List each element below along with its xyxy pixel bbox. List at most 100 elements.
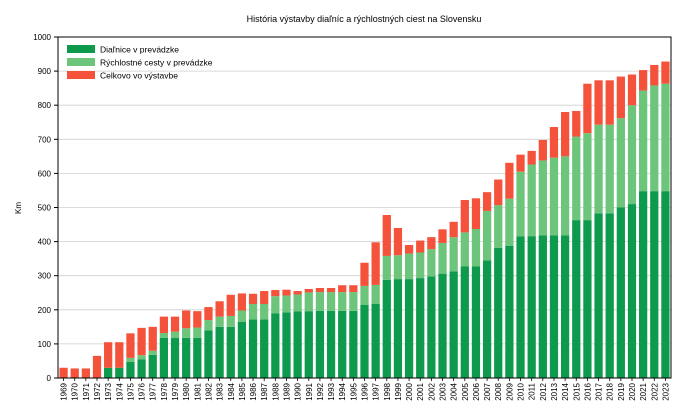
x-tick-label: 2014 — [561, 382, 570, 400]
bar-segment-series-0 — [271, 313, 280, 378]
bar-segment-series-2 — [126, 333, 135, 358]
bar-segment-series-1 — [326, 292, 336, 311]
legend-label-series-1: Rýchlostné cesty v prevádzke — [100, 58, 213, 68]
bar-segment-series-0 — [248, 319, 258, 378]
bar-segment-series-0 — [549, 235, 559, 378]
bar-segment-series-1 — [271, 296, 280, 314]
x-tick-label: 1992 — [316, 382, 325, 400]
bar-segment-series-1 — [460, 232, 469, 267]
bar-segment-series-1 — [404, 253, 414, 280]
x-tick-label: 1985 — [238, 382, 247, 400]
bar-segment-series-2 — [115, 342, 124, 368]
bar-segment-series-2 — [70, 368, 79, 378]
x-tick-label: 2017 — [595, 382, 604, 400]
bar-segment-series-2 — [616, 76, 625, 119]
bar-segment-series-1 — [360, 285, 369, 305]
bar-segment-series-0 — [594, 213, 603, 378]
x-tick-label: 2003 — [439, 382, 448, 400]
x-tick-label: 1979 — [171, 382, 180, 400]
x-tick-label: 2012 — [539, 382, 548, 400]
bar-segment-series-2 — [326, 287, 336, 293]
y-axis-label: Km — [14, 202, 23, 214]
y-tick-label: 200 — [38, 306, 52, 315]
legend: Diaľnice v prevádzke Rýchlostné cesty v p… — [67, 45, 213, 81]
bar-segment-series-2 — [661, 61, 670, 84]
bar-segment-series-1 — [260, 304, 269, 320]
bar-segment-series-0 — [104, 367, 113, 378]
bar-segment-series-1 — [494, 205, 503, 248]
bar-segment-series-2 — [560, 112, 570, 157]
bar-segment-series-1 — [661, 83, 670, 192]
bar-segment-series-2 — [248, 293, 258, 305]
bar-segment-series-2 — [59, 367, 68, 378]
bar-segment-series-0 — [416, 278, 425, 378]
x-tick-label: 2000 — [405, 382, 414, 400]
bar-segment-series-0 — [471, 266, 481, 378]
bar-segment-series-0 — [182, 337, 191, 378]
plot-frame — [57, 36, 672, 379]
bar-segment-series-0 — [438, 273, 447, 378]
x-tick-label: 1971 — [82, 382, 91, 400]
bar-segment-series-0 — [204, 330, 213, 378]
bar-segment-series-0 — [371, 303, 380, 378]
bar-segment-series-2 — [639, 70, 648, 91]
bar-segment-series-0 — [639, 191, 648, 378]
bar-segment-series-2 — [271, 290, 280, 297]
bar-segment-series-2 — [572, 110, 581, 137]
bar-segment-series-2 — [505, 162, 514, 199]
bar-segment-series-1 — [293, 294, 302, 312]
bar-segment-series-1 — [137, 355, 146, 360]
y-tick-label: 0 — [47, 374, 52, 383]
x-tick-label: 1982 — [204, 382, 213, 400]
x-tick-label: 2019 — [617, 382, 626, 400]
bar-segment-series-2 — [137, 327, 146, 356]
x-tick-label: 2005 — [461, 382, 470, 400]
bar-segment-series-1 — [148, 350, 157, 355]
bar-segment-series-1 — [226, 315, 235, 327]
x-tick-label: 2018 — [606, 382, 615, 400]
bar-segment-series-2 — [260, 291, 269, 305]
x-tick-label: 2004 — [450, 382, 459, 400]
bar-segment-series-1 — [204, 320, 213, 331]
bar-segment-series-0 — [115, 367, 124, 378]
x-tick-label: 1973 — [104, 382, 113, 400]
x-tick-label: 1975 — [126, 382, 135, 400]
x-tick-label: 2006 — [472, 382, 481, 400]
bar-segment-series-2 — [182, 310, 191, 329]
bar-segment-series-2 — [627, 74, 637, 106]
x-tick-label: 1987 — [260, 382, 269, 400]
y-tick-label: 600 — [38, 169, 52, 178]
bar-segment-series-1 — [393, 255, 403, 280]
x-tick-label: 2007 — [483, 382, 492, 400]
x-tick-label: 1980 — [182, 382, 191, 400]
bar-segment-series-2 — [315, 287, 325, 293]
x-tick-label: 1999 — [394, 382, 403, 400]
bar-segment-series-0 — [393, 279, 403, 378]
bar-segment-series-1 — [538, 160, 547, 236]
bar-segment-series-0 — [482, 260, 492, 378]
bar-segment-series-1 — [193, 327, 202, 338]
bar-segment-series-0 — [226, 326, 235, 378]
x-tick-label: 1984 — [227, 382, 236, 400]
bar-segment-series-0 — [237, 321, 247, 378]
bar-segment-series-2 — [404, 245, 414, 254]
bar-segment-series-2 — [449, 221, 458, 238]
x-tick-label: 2015 — [572, 382, 581, 400]
x-tick-label: 2023 — [661, 382, 670, 400]
bar-segment-series-2 — [482, 192, 492, 211]
x-tick-label: 2021 — [639, 382, 648, 400]
bar-segment-series-2 — [438, 229, 447, 243]
bar-segment-series-0 — [404, 279, 414, 378]
x-tick-label: 1996 — [361, 382, 370, 400]
bar-segment-series-0 — [583, 220, 592, 378]
x-tick-label: 2011 — [528, 382, 537, 400]
x-tick-label: 1998 — [383, 382, 392, 400]
bar-segment-series-0 — [605, 213, 614, 378]
chart-title: História výstavby diaľníc a rýchlostných… — [247, 14, 482, 24]
bar-segment-series-1 — [527, 164, 536, 237]
x-tick-label: 1976 — [138, 382, 147, 400]
bar-segment-series-1 — [516, 171, 525, 237]
bar-segment-series-1 — [170, 331, 180, 338]
bar-segment-series-1 — [338, 292, 347, 311]
